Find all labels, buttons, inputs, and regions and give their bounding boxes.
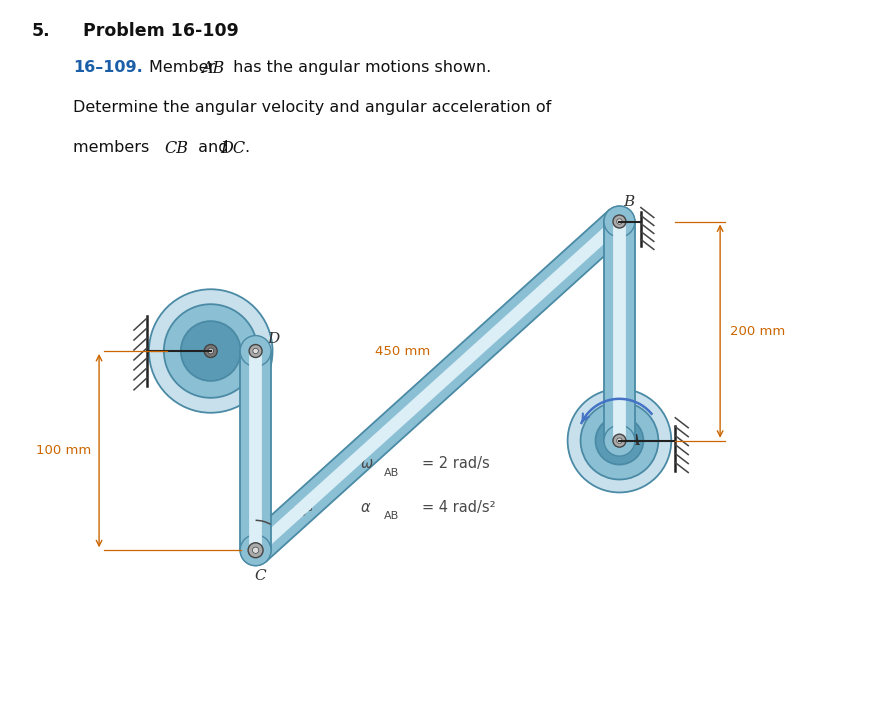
Circle shape [614,216,625,227]
Text: 5.: 5. [31,23,50,40]
Circle shape [617,219,622,225]
Circle shape [614,435,625,446]
Text: 60°: 60° [291,506,314,519]
Circle shape [149,289,272,413]
Circle shape [604,206,635,237]
Circle shape [568,389,671,493]
Text: = 4 rad/s²: = 4 rad/s² [422,500,496,515]
Circle shape [181,321,240,381]
Circle shape [164,304,257,397]
Text: AB: AB [385,467,400,477]
Polygon shape [604,222,635,441]
Text: 100 mm: 100 mm [36,444,91,457]
Circle shape [604,206,635,237]
Text: D: D [268,332,280,346]
Circle shape [240,335,271,366]
Text: C: C [255,569,266,583]
Polygon shape [250,351,261,550]
Text: AB: AB [385,511,400,521]
Text: members: members [73,140,155,155]
Text: B: B [623,195,635,208]
Text: CB: CB [165,140,189,157]
Circle shape [240,534,271,566]
Polygon shape [614,222,625,441]
Polygon shape [240,351,271,550]
Circle shape [581,402,659,479]
Text: = 2 rad/s: = 2 rad/s [422,456,490,471]
Text: Problem 16-109: Problem 16-109 [83,23,239,40]
Text: and: and [193,140,233,155]
Text: DC: DC [221,140,246,157]
Circle shape [253,547,259,554]
Circle shape [204,345,217,357]
Text: 16–109.: 16–109. [73,60,143,75]
Text: $\omega$: $\omega$ [361,456,374,471]
Text: 200 mm: 200 mm [730,325,785,337]
Text: Member: Member [149,60,220,75]
Circle shape [250,346,261,357]
Text: has the angular motions shown.: has the angular motions shown. [228,60,491,75]
Circle shape [240,534,271,566]
Circle shape [250,545,261,556]
Text: $\alpha$: $\alpha$ [361,500,371,515]
Circle shape [208,348,214,354]
Circle shape [248,543,263,558]
Circle shape [617,438,622,443]
Text: Determine the angular velocity and angular acceleration of: Determine the angular velocity and angul… [73,100,552,115]
Text: AB: AB [201,60,224,77]
Circle shape [614,216,625,227]
Circle shape [596,417,644,465]
Polygon shape [245,210,629,562]
Text: 450 mm: 450 mm [375,345,431,358]
Circle shape [249,345,262,357]
Circle shape [614,436,625,446]
Circle shape [617,438,622,443]
Circle shape [604,425,635,456]
Circle shape [250,545,261,556]
Polygon shape [252,217,623,554]
Text: A: A [629,433,640,448]
Circle shape [253,348,258,354]
Text: .: . [245,140,250,155]
Circle shape [613,215,626,228]
Circle shape [613,434,626,447]
